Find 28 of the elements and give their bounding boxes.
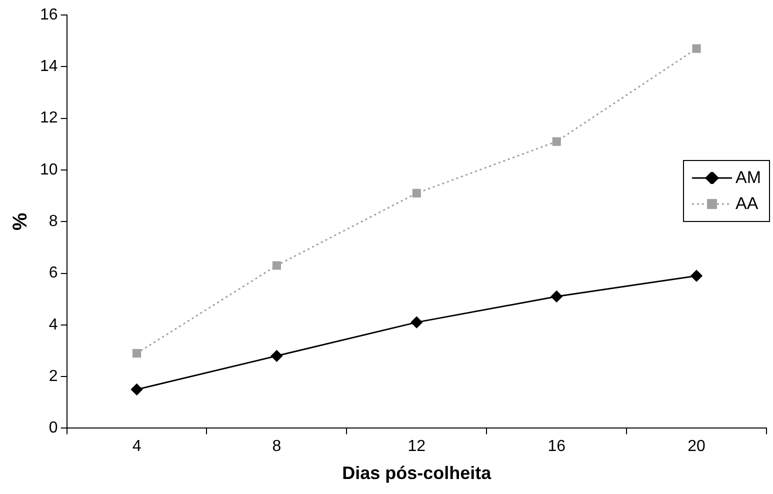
x-tick-label: 16 xyxy=(548,438,566,456)
y-tick-label: 2 xyxy=(48,368,58,385)
point xyxy=(690,270,702,282)
y-tick-label: 16 xyxy=(40,6,58,24)
point xyxy=(692,44,701,53)
point xyxy=(550,290,562,302)
point xyxy=(131,384,143,396)
point xyxy=(272,261,281,270)
x-tick-label: 20 xyxy=(688,438,706,456)
y-tick-label: 12 xyxy=(40,110,58,127)
y-tick-label: 8 xyxy=(48,213,58,230)
point xyxy=(552,137,561,146)
point xyxy=(410,316,422,328)
x-tick-label: 4 xyxy=(132,438,142,456)
y-tick-label: 4 xyxy=(48,316,58,334)
point xyxy=(270,350,282,362)
x-axis-title: Dias pós-colheita xyxy=(342,463,492,484)
y-tick-label: 6 xyxy=(48,264,58,282)
y-tick-label: 0 xyxy=(48,420,58,437)
y-axis-title: % xyxy=(10,212,32,230)
legend-label: AA xyxy=(736,194,758,214)
y-tick-label: 10 xyxy=(40,161,58,178)
legend-label: AM xyxy=(736,168,761,188)
x-tick-label: 8 xyxy=(272,438,282,456)
x-tick-label: 12 xyxy=(408,438,426,456)
point xyxy=(412,188,421,198)
y-tick-label: 14 xyxy=(40,58,58,76)
point xyxy=(132,349,142,358)
